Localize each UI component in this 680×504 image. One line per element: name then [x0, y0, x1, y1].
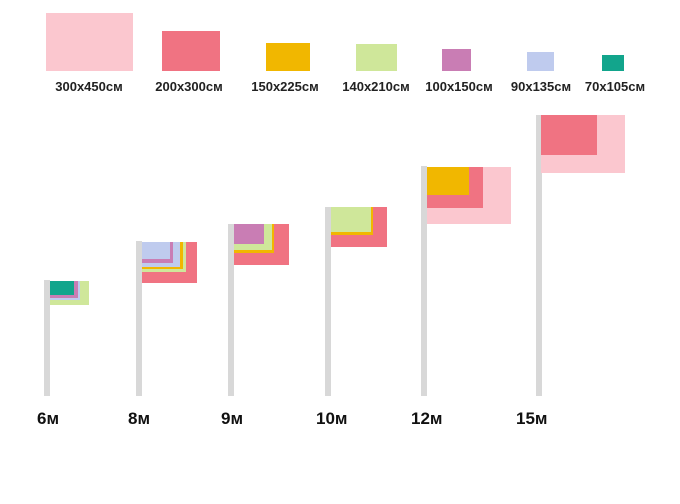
pole-height-label: 15м: [516, 409, 548, 428]
legend-label-150x225: 150x225см: [251, 79, 319, 94]
pole-9m: [228, 224, 234, 396]
legend-swatch-200x300: [162, 31, 220, 71]
flag-70x105: [50, 281, 74, 295]
legend-swatch-140x210: [356, 44, 397, 71]
legend-label-300x450: 300x450см: [55, 79, 123, 94]
flag-200x300: [541, 115, 597, 155]
flag-150x225: [427, 167, 469, 195]
pole-15m: [536, 115, 542, 396]
pole-6m: [44, 280, 50, 396]
pole-height-label: 10м: [316, 409, 348, 428]
legend-swatch-300x450: [46, 13, 133, 71]
legend-label-100x150: 100x150см: [425, 79, 493, 94]
legend-label-70x105: 70x105см: [584, 79, 646, 94]
legend-swatch-150x225: [266, 43, 310, 71]
pole-height-label: 12м: [411, 409, 443, 428]
pole-10m: [325, 207, 331, 396]
flag-100x150: [234, 224, 264, 244]
flag-90x135: [142, 242, 170, 259]
legend-swatch-70x105: [602, 55, 624, 71]
legend-label-90x135: 90x135см: [510, 79, 572, 94]
pole-12m: [421, 166, 427, 396]
legend-label-200x300: 200x300см: [155, 79, 223, 94]
legend-swatch-90x135: [527, 52, 554, 71]
pole-height-label: 8м: [128, 409, 151, 428]
legend-label-140x210: 140x210см: [342, 79, 410, 94]
legend-swatch-100x150: [442, 49, 471, 71]
pole-height-label: 6м: [37, 409, 60, 428]
pole-height-label: 9м: [221, 409, 244, 428]
pole-8m: [136, 241, 142, 396]
flag-140x210: [331, 207, 371, 232]
